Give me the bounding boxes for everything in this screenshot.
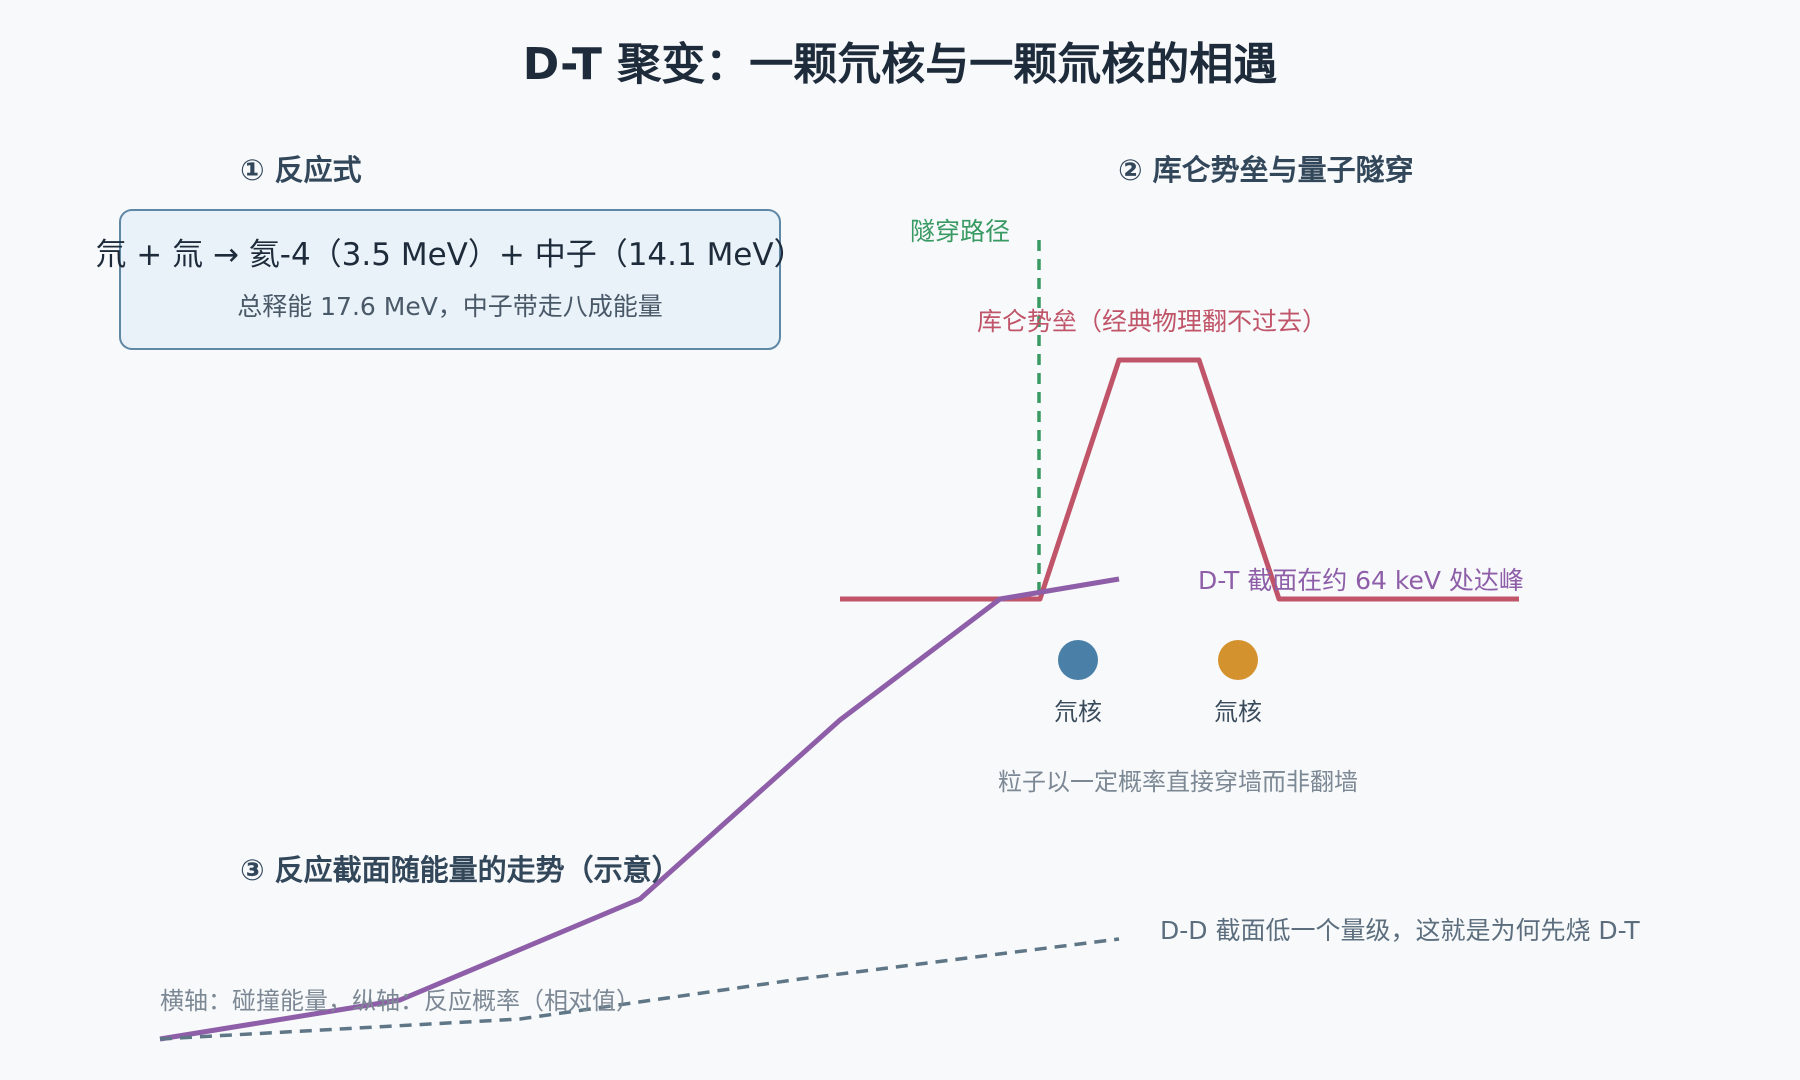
dd-cross-section-curve bbox=[159, 937, 1120, 1041]
dt-cross-section-curve bbox=[159, 576, 1120, 1042]
section-barrier-heading: ② 库仑势垒与量子隧穿 bbox=[1118, 153, 1414, 187]
coulomb-barrier-line bbox=[840, 357, 1519, 602]
page-title: D-T 聚变：一颗氘核与一颗氚核的相遇 bbox=[523, 39, 1277, 90]
section-reaction-heading: ① 反应式 bbox=[240, 153, 362, 187]
triton-nucleus bbox=[1218, 640, 1258, 680]
triton-label: 氚核 bbox=[1214, 698, 1262, 726]
axis-note: 横轴：碰撞能量，纵轴：反应概率（相对值） bbox=[160, 987, 640, 1015]
section-cross-section-heading: ③ 反应截面随能量的走势（示意） bbox=[240, 853, 681, 887]
dd-cross-section-label: D-D 截面低一个量级，这就是为何先烧 D-T bbox=[1160, 916, 1640, 945]
energy-summary: 总释能 17.6 MeV，中子带走八成能量 bbox=[237, 292, 663, 321]
deuteron-label: 氘核 bbox=[1054, 698, 1102, 726]
barrier-label: 库仑势垒（经典物理翻不过去） bbox=[977, 307, 1327, 336]
tunnel-path-label: 隧穿路径 bbox=[910, 217, 1010, 246]
dt-peak-label: D-T 截面在约 64 keV 处达峰 bbox=[1198, 566, 1524, 595]
tunneling-note: 粒子以一定概率直接穿墙而非翻墙 bbox=[998, 768, 1358, 796]
equation-box bbox=[119, 209, 781, 350]
reaction-equation: 氘 + 氚 → 氦-4（3.5 MeV）+ 中子（14.1 MeV） bbox=[95, 237, 804, 273]
deuteron-nucleus bbox=[1058, 640, 1098, 680]
